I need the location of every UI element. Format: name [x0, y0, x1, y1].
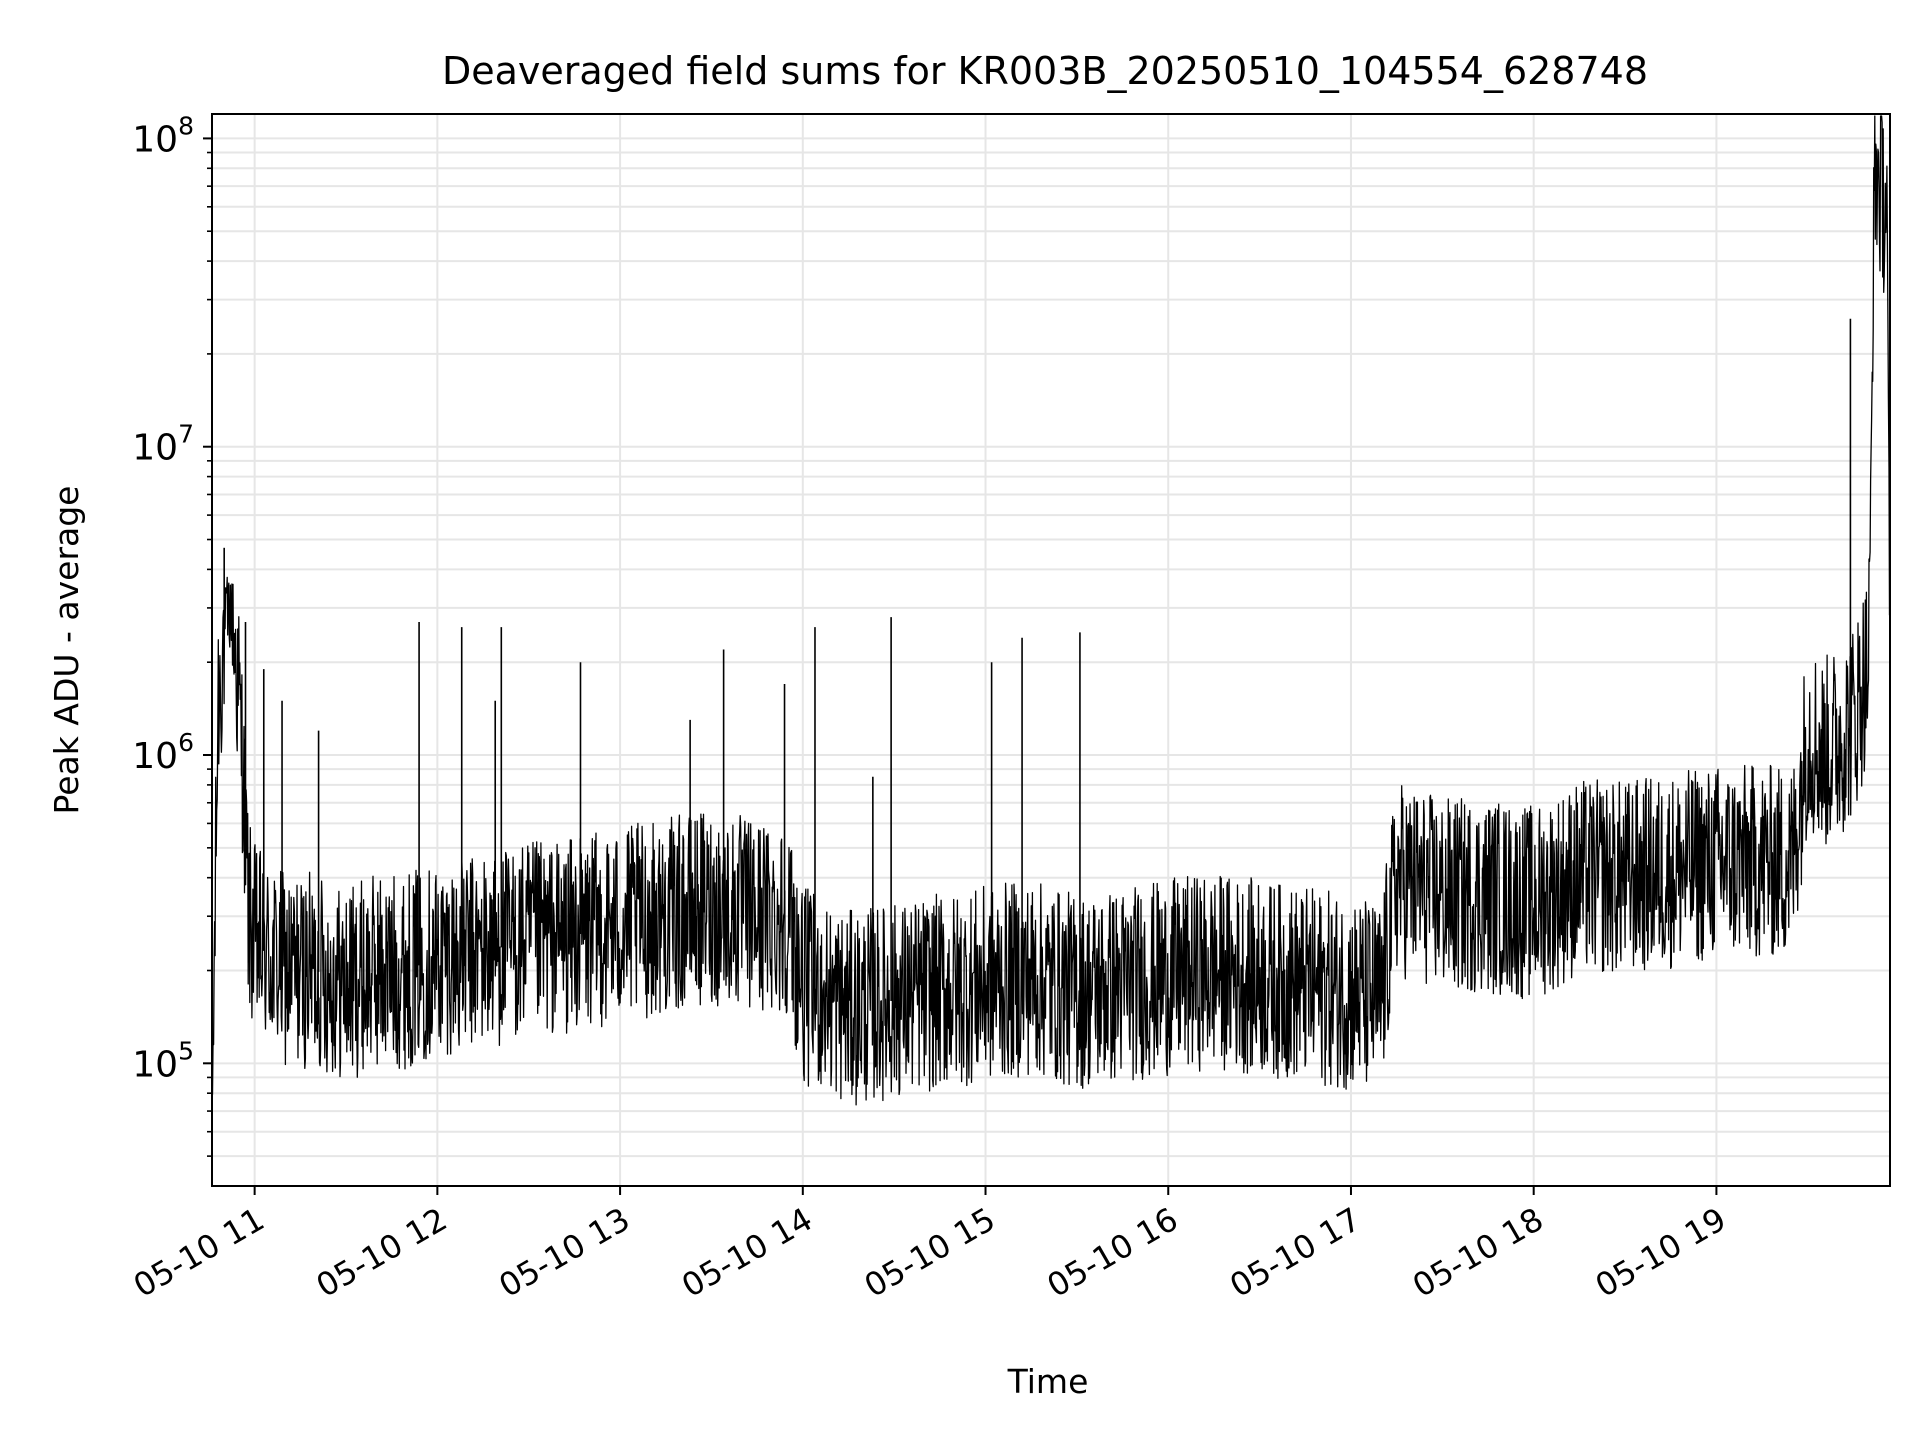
chart-title: Deaveraged field sums for KR003B_2025051… [442, 49, 1648, 93]
y-axis-ticks: 105 106 107 108 [132, 111, 212, 1157]
y-tick-label: 106 [132, 728, 194, 777]
series-line [211, 115, 1891, 1106]
y-tick-label: 107 [132, 420, 194, 469]
plot-area [211, 115, 1891, 1106]
x-axis-label: Time [1007, 1362, 1089, 1401]
y-tick-label: 105 [132, 1036, 194, 1085]
y-axis-label: Peak ADU - average [47, 486, 86, 815]
axes-frame [211, 113, 1891, 1187]
y-tick-label: 108 [132, 111, 194, 160]
grid-lines [212, 114, 1890, 1186]
